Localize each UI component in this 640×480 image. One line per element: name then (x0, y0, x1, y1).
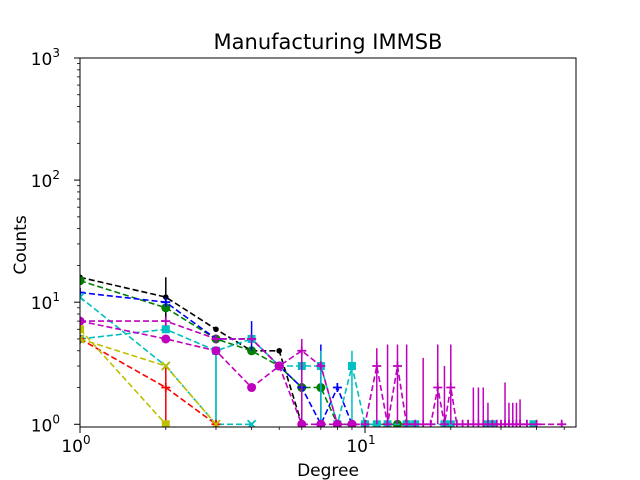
series-8 (80, 325, 170, 427)
y-tick-label: 101 (31, 290, 60, 314)
y-axis-label: Counts (11, 215, 31, 274)
data-point (392, 361, 402, 371)
data-point (332, 383, 342, 393)
series-7 (80, 334, 221, 427)
data-point (557, 419, 567, 427)
data-point (161, 361, 171, 371)
data-point (522, 419, 532, 427)
data-point (347, 362, 356, 371)
y-tick-exponent: 2 (52, 168, 60, 182)
data-point (446, 383, 456, 393)
x-tick-exponent: 0 (83, 433, 91, 447)
y-tick-label: 103 (31, 46, 60, 70)
plot-area (80, 274, 567, 427)
data-point (347, 419, 357, 427)
y-tick-label: 102 (31, 168, 60, 192)
chart-title: Manufacturing IMMSB (214, 30, 443, 54)
data-point (161, 334, 171, 344)
y-tick-exponent: 0 (52, 412, 60, 426)
series-group (80, 274, 567, 427)
series-line (80, 328, 167, 425)
data-point (247, 383, 257, 393)
series-line (80, 279, 407, 426)
series-0 (80, 274, 305, 427)
y-tick-label: 100 (31, 412, 60, 436)
x-axis: 100 101 (61, 427, 565, 457)
data-point (332, 419, 342, 427)
data-point (211, 334, 221, 344)
series-6 (80, 316, 567, 427)
data-point (316, 361, 326, 371)
x-axis-label: Degree (297, 461, 359, 480)
data-point (80, 316, 85, 326)
data-point (426, 419, 436, 427)
data-point (80, 288, 85, 298)
data-point (161, 297, 171, 307)
data-point (80, 334, 85, 344)
data-point (162, 294, 169, 300)
data-point (247, 334, 257, 344)
data-point (316, 419, 326, 427)
y-tick-exponent: 1 (52, 290, 60, 304)
data-point (80, 325, 84, 334)
data-point (161, 316, 171, 326)
data-point (418, 419, 428, 427)
data-point (161, 420, 170, 427)
data-point (80, 292, 85, 302)
x-tick-exponent: 1 (368, 433, 376, 447)
x-tick-label: 100 (61, 433, 90, 457)
plot-frame (79, 57, 577, 428)
series-line (80, 276, 303, 425)
data-point (532, 419, 542, 427)
series-line (80, 338, 217, 425)
series-4 (80, 325, 538, 427)
data-point (439, 419, 449, 427)
y-tick-exponent: 3 (52, 46, 60, 60)
data-point (383, 419, 393, 427)
data-point (274, 361, 284, 371)
data-point (211, 346, 221, 356)
data-point (360, 419, 370, 427)
data-point (161, 325, 170, 334)
series-1 (80, 276, 412, 427)
data-point (297, 346, 307, 356)
data-point (161, 383, 171, 393)
data-point (80, 276, 85, 286)
data-point (80, 334, 85, 344)
data-point (276, 347, 283, 354)
data-point (433, 383, 443, 393)
data-point (402, 419, 412, 427)
x-tick-label: 101 (346, 433, 375, 457)
data-point (410, 419, 420, 427)
series-line (80, 338, 217, 425)
data-point (213, 326, 219, 333)
data-point (372, 361, 382, 371)
data-point (161, 303, 171, 313)
